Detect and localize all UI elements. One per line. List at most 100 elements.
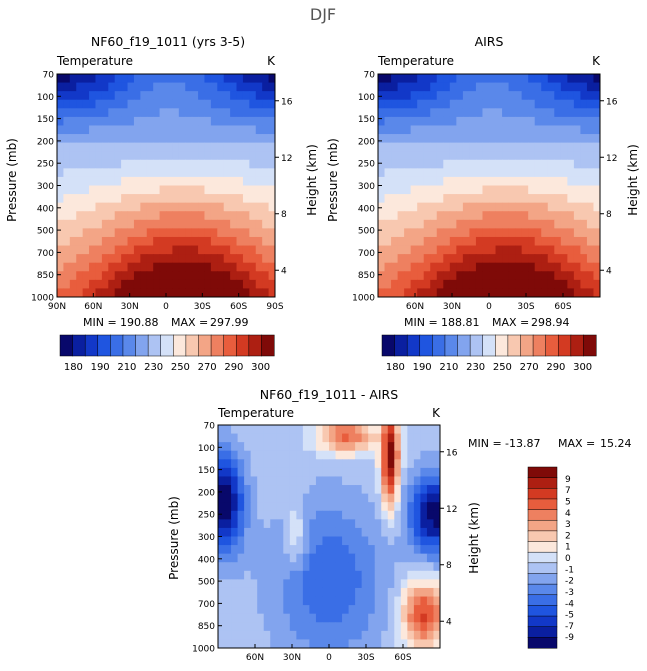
contour-cell [410,151,418,161]
contour-cell [224,485,232,495]
contour-cell [217,211,225,221]
contour-cell [268,185,276,195]
contour-cell [63,185,71,195]
contour-cell [133,168,141,178]
contour-cell [95,134,103,144]
contour-cell [146,211,154,221]
contour-cell [387,596,395,606]
contour-cell [430,211,438,221]
contour-cell [108,159,116,169]
contour-cell [244,587,252,598]
contour-cell [63,99,71,109]
contour-cell [391,236,399,247]
contour-cell [374,545,382,555]
contour-cell [296,562,304,572]
contour-cell [410,271,418,281]
contour-cell [191,116,199,126]
contour-cell [361,596,369,606]
contour-cell [262,254,270,264]
contour-cell [394,570,402,580]
contour-cell [230,91,238,101]
contour-cell [368,450,376,460]
contour-cell [443,185,451,195]
contour-cell [315,622,323,632]
height-tick-label: 4 [446,618,452,628]
contour-cell [69,254,77,264]
contour-cell [146,116,154,126]
contour-cell [57,176,64,186]
contour-cell [309,510,317,520]
contour-cell [249,82,257,92]
contour-cell [489,134,497,144]
contour-cell [547,228,555,238]
contour-cell [573,142,581,152]
contour-cell [89,91,96,101]
contour-cell [108,116,116,126]
contour-cell [296,527,304,537]
contour-cell [114,194,122,204]
contour-cell [108,271,116,281]
contour-cell [204,82,212,92]
contour-cell [384,228,392,238]
contour-cell [593,194,601,204]
contour-cell [426,622,434,632]
y-tick-label: 500 [37,227,54,237]
contour-cell [534,82,542,92]
contour-cell [329,467,337,477]
contour-cell [108,245,116,255]
contour-cell [342,493,350,503]
contour-cell [443,151,451,161]
contour-cell [593,168,601,178]
colorbar-swatch [527,519,558,532]
contour-cell [426,536,434,546]
contour-cell [381,613,389,623]
contour-cell [224,519,232,529]
contour-cell [489,211,497,221]
contour-cell [547,99,555,109]
contour-cell [436,108,444,118]
contour-cell [270,485,278,495]
contour-cell [178,176,186,186]
contour-cell [242,134,250,144]
contour-cell [420,467,428,477]
contour-cell [178,185,186,195]
contour-cell [335,527,343,537]
contour-cell [178,219,186,229]
contour-cell [436,168,444,178]
contour-cell [443,245,451,255]
contour-cell [218,425,226,435]
contour-cell [185,254,193,264]
y-tick-label: 400 [198,555,215,565]
height-tick-label: 4 [281,267,287,277]
contour-cell [593,185,601,195]
contour-cell [443,194,451,204]
contour-cell [210,262,218,272]
contour-cell [378,185,386,195]
contour-cell [231,476,239,486]
contour-cell [413,613,421,623]
contour-cell [82,279,90,289]
contour-cell [586,74,594,84]
contour-cell [443,271,451,281]
contour-cell [397,91,405,101]
contour-cell [236,82,244,92]
contour-cell [410,125,418,135]
contour-cell [204,211,212,221]
contour-cell [381,596,389,606]
contour-cell [521,142,529,152]
contour-cell [502,245,510,255]
contour-cell [547,245,555,255]
colorbar-swatch [173,334,187,357]
y-tick-label: 100 [37,93,54,103]
contour-cell [384,151,392,161]
contour-cell [482,82,490,92]
colorbar-swatch [527,605,558,617]
contour-cell [244,553,252,563]
contour-cell [508,91,516,101]
contour-cell [508,202,516,212]
colorbar-label: 4 [565,509,571,519]
contour-cell [244,442,252,452]
contour-cell [456,108,464,118]
contour-cell [361,442,369,452]
contour-cell [302,545,310,555]
